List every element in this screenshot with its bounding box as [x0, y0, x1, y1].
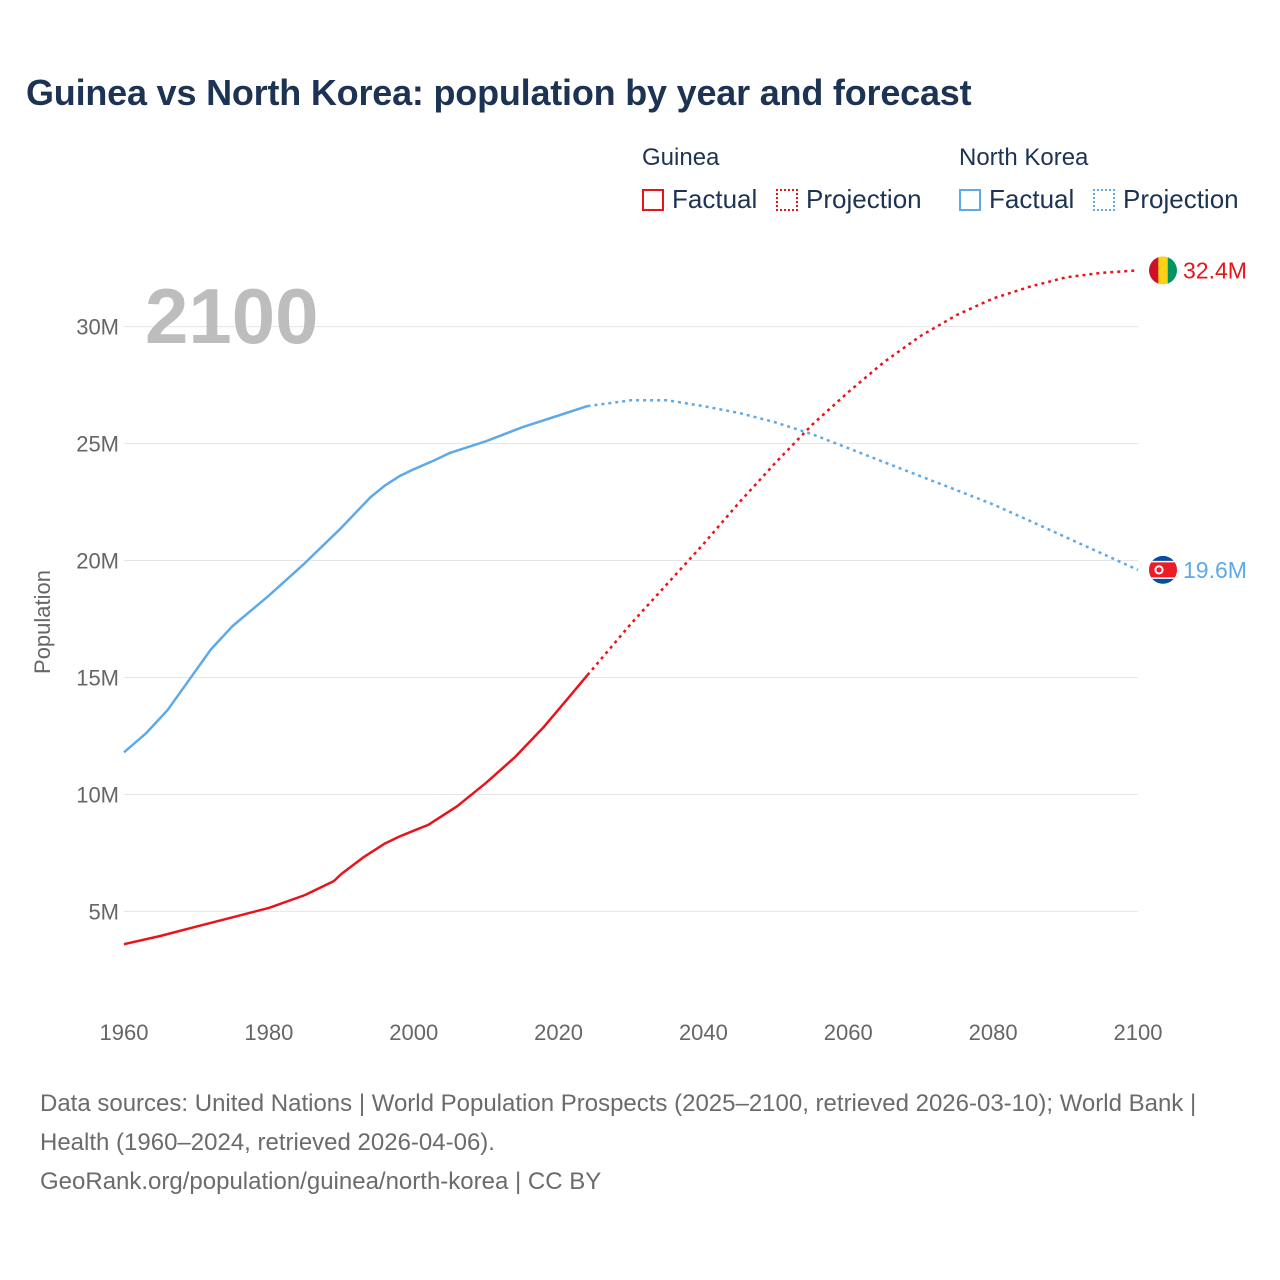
y-tick-label: 30M: [76, 315, 119, 340]
x-tick-label: 1980: [244, 1020, 293, 1045]
legend-north-korea-factual[interactable]: Factual: [959, 184, 1074, 215]
chart-title: Guinea vs North Korea: population by yea…: [26, 72, 972, 113]
guinea-flag-icon: [1149, 256, 1177, 285]
x-tick-label: 1960: [100, 1020, 149, 1045]
legend: Guinea Factual Projection North Korea Fa…: [0, 144, 1280, 224]
legend-swatch-solid: [642, 188, 664, 211]
legend-north-korea-projection[interactable]: Projection: [1093, 184, 1239, 215]
legend-guinea-factual[interactable]: Factual: [642, 184, 757, 215]
y-tick-label: 15M: [76, 665, 119, 690]
north-korea-flag-icon: [1149, 555, 1177, 584]
legend-swatch-dotted: [776, 188, 798, 211]
guinea-end-value-label: 32.4M: [1183, 257, 1247, 283]
north-korea-factual-line: [123, 404, 588, 754]
legend-swatch-dotted: [1093, 188, 1115, 211]
legend-group-north-korea: North Korea: [959, 144, 1089, 171]
legend-group-guinea: Guinea: [642, 144, 720, 171]
y-tick-label: 25M: [76, 432, 119, 457]
guinea-projection-line: [586, 269, 1139, 676]
x-tick-label: 2020: [534, 1020, 583, 1045]
legend-label: Projection: [1123, 184, 1239, 214]
legend-label: Factual: [672, 184, 758, 214]
y-tick-label: 10M: [76, 782, 119, 807]
north-korea-projection-line: [587, 399, 1139, 572]
attribution: GeoRank.org/population/guinea/north-kore…: [40, 1168, 602, 1195]
x-tick-label: 2000: [389, 1020, 438, 1045]
gridlines: [124, 326, 1138, 912]
y-axis-label: Population: [30, 570, 55, 674]
series: [123, 269, 1139, 946]
x-tick-label: 2060: [824, 1020, 873, 1045]
y-tick-label: 5M: [88, 899, 119, 924]
x-axis-ticks: 1960 1980 2000 2020 2040 2060 2080 2100: [100, 1020, 1163, 1045]
line-chart: 2100 5M 10M 15M 20M 25M 30M 1960 1980 2000 2020 2…: [30, 256, 1247, 1045]
north-korea-end-value-label: 19.6M: [1183, 557, 1247, 583]
legend-label: Projection: [806, 184, 922, 214]
legend-swatch-solid: [959, 188, 981, 211]
current-year-label: 2100: [145, 272, 319, 360]
x-tick-label: 2080: [969, 1020, 1018, 1045]
legend-guinea-projection[interactable]: Projection: [776, 184, 922, 215]
legend-label: Factual: [989, 184, 1075, 214]
x-tick-label: 2040: [679, 1020, 728, 1045]
x-tick-label: 2100: [1114, 1020, 1163, 1045]
guinea-factual-line: [123, 674, 589, 946]
y-axis-ticks: 5M 10M 15M 20M 25M 30M: [76, 315, 119, 925]
footer: Data sources: United Nations | World Pop…: [40, 1084, 1240, 1201]
y-tick-label: 20M: [76, 549, 119, 574]
data-sources: Data sources: United Nations | World Pop…: [40, 1090, 1197, 1156]
